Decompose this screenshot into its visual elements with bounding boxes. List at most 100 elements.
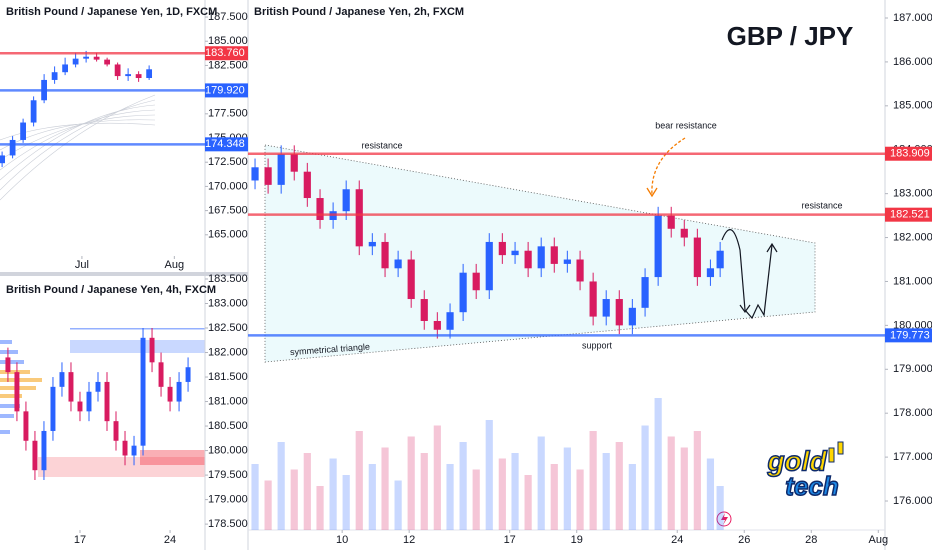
price-tag	[205, 83, 248, 98]
candle-body	[77, 401, 83, 412]
candle-body	[122, 440, 128, 456]
volume-bar	[654, 398, 662, 530]
annotation: resistance	[361, 140, 402, 150]
candle-body	[9, 139, 16, 156]
y-tick-label: 179.500	[208, 469, 248, 481]
candle-body	[50, 386, 56, 431]
volume-bar	[628, 464, 636, 530]
price-tag-label: 179.773	[890, 329, 930, 341]
annotation: support	[582, 340, 613, 350]
candle-body	[563, 259, 571, 264]
volume-bar	[602, 453, 610, 530]
candle-body	[511, 250, 519, 256]
volume-bar	[264, 480, 272, 530]
y-tick-label: 172.500	[208, 156, 248, 168]
volume-bar	[407, 436, 415, 530]
candle-body	[62, 64, 69, 73]
event-icon-bolt	[721, 513, 728, 525]
y-tick-label: 187.000	[893, 12, 932, 24]
price-tag	[885, 328, 932, 343]
candle-body	[680, 228, 688, 238]
candle-body	[113, 421, 119, 441]
x-tick-label: 17	[504, 534, 516, 546]
candle-body	[185, 367, 191, 382]
candle-body	[433, 320, 441, 330]
candle-body	[14, 372, 20, 412]
volume-bar	[381, 447, 389, 530]
price-tag-label: 179.920	[205, 84, 245, 96]
candle-body	[86, 391, 92, 412]
volume-bar	[706, 458, 715, 530]
candle-body	[20, 122, 26, 140]
volume-bar	[368, 464, 376, 530]
candle-body	[176, 381, 182, 402]
price-tag-label: 183.909	[890, 148, 930, 160]
candle-body	[125, 74, 132, 77]
y-tick-label: 182.500	[208, 59, 248, 71]
candle-body	[140, 337, 146, 446]
y-tick-label: 181.000	[208, 395, 248, 407]
candle-body	[368, 241, 376, 247]
price-tag	[205, 137, 248, 152]
annotation: bear resistance	[655, 120, 717, 130]
volume-bar	[680, 447, 688, 530]
volume-bar	[394, 480, 402, 530]
candle-body	[104, 381, 110, 422]
y-tick-label: 180.000	[893, 319, 932, 331]
ma-ribbon	[0, 94, 156, 201]
y-tick-label: 177.000	[893, 451, 932, 463]
volume-bar	[589, 431, 597, 530]
volume-bar	[420, 453, 428, 530]
y-tick-label: 177.500	[208, 108, 248, 120]
candle-body	[355, 189, 363, 247]
candle-body	[303, 171, 311, 199]
projection-path	[721, 229, 773, 320]
candle-body	[654, 215, 662, 278]
x-tick-label: 10	[336, 534, 348, 546]
candle-body	[95, 381, 101, 392]
candle-body	[83, 56, 90, 59]
y-tick-label: 182.000	[208, 346, 248, 358]
x-tick-label: 24	[671, 534, 683, 546]
candle-body	[93, 56, 100, 60]
volume-bar	[485, 420, 493, 530]
candle-body	[72, 58, 79, 65]
candle-body	[59, 372, 65, 387]
candle-body	[149, 337, 155, 363]
volume-bar	[316, 486, 324, 530]
y-tick-label: 182.500	[208, 322, 248, 334]
candle-body	[459, 272, 467, 313]
candle-body	[114, 64, 121, 77]
candle-body	[498, 241, 506, 256]
volume-bar	[355, 431, 363, 530]
logo-candles	[828, 441, 844, 463]
y-tick-label: 181.500	[208, 371, 248, 383]
y-tick-label: 183.000	[893, 188, 932, 200]
arrow-head	[646, 187, 658, 198]
candle-body	[342, 189, 350, 212]
y-tick-label: 180.000	[208, 444, 248, 456]
price-tag-label: 174.348	[205, 138, 245, 150]
candle-body	[550, 246, 558, 264]
volume-bar	[615, 442, 623, 530]
volume-bar	[576, 469, 584, 530]
candle-body	[472, 272, 480, 291]
panel-title: British Pound / Japanese Yen, 2h, FXCM	[254, 6, 464, 18]
volume-bar	[537, 436, 545, 530]
candle-body	[407, 259, 415, 300]
x-tick-label: 19	[571, 534, 583, 546]
candle-body	[131, 445, 137, 456]
candle-body	[146, 69, 153, 79]
candle-body	[5, 357, 11, 373]
x-tick-label: 26	[738, 534, 750, 546]
panel-title: British Pound / Japanese Yen, 4h, FXCM	[6, 284, 216, 296]
candle-body	[716, 250, 724, 269]
y-tick-label: 180.500	[208, 420, 248, 432]
bear-arrow	[651, 137, 686, 196]
volume-bar	[550, 464, 558, 530]
candle-body	[158, 362, 164, 387]
volume-bar	[290, 469, 298, 530]
volume-bar	[693, 431, 701, 530]
annotation: resistance	[801, 200, 842, 210]
candle-body	[290, 154, 298, 172]
